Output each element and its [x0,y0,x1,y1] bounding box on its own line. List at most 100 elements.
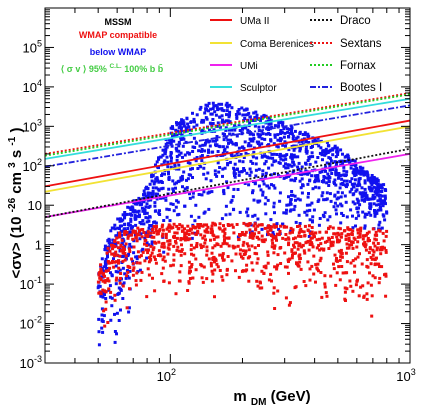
point-wmap-compatible [244,223,248,227]
point-wmap-compatible [303,251,307,255]
point-below-wmap [151,174,155,177]
point-wmap-compatible [232,231,236,235]
point-below-wmap [325,161,329,165]
point-below-wmap [209,179,213,183]
point-wmap-compatible [149,244,153,248]
point-below-wmap [142,189,146,193]
point-below-wmap [364,191,368,195]
point-wmap-compatible [288,257,292,261]
point-below-wmap [341,214,345,217]
point-below-wmap [341,152,344,156]
point-wmap-compatible [187,233,191,236]
point-below-wmap [204,177,208,181]
point-below-wmap [183,153,187,157]
point-wmap-compatible [151,248,155,252]
point-wmap-compatible [356,235,360,239]
point-below-wmap [200,159,204,163]
point-below-wmap [145,211,149,215]
point-below-wmap [181,155,184,159]
y-tick-label: 103 [23,117,42,134]
point-below-wmap [277,174,280,178]
point-below-wmap [277,227,281,231]
point-below-wmap [269,218,273,222]
point-wmap-compatible [347,236,351,240]
point-wmap-compatible [239,233,242,237]
point-wmap-compatible [251,268,255,272]
point-below-wmap [368,179,372,183]
point-wmap-compatible [310,241,314,245]
point-below-wmap [250,132,254,136]
point-wmap-compatible [266,226,270,230]
point-wmap-compatible [226,223,230,226]
point-wmap-compatible [136,250,140,254]
point-below-wmap [222,192,226,196]
point-below-wmap [117,319,121,322]
point-wmap-compatible [270,279,273,283]
point-below-wmap [104,247,108,251]
point-below-wmap [221,118,224,122]
point-below-wmap [278,191,282,195]
point-below-wmap [252,198,256,202]
point-wmap-compatible [186,229,190,233]
point-wmap-compatible [183,252,187,256]
point-below-wmap [254,110,258,114]
point-below-wmap [297,167,301,171]
point-below-wmap [230,198,234,202]
point-wmap-compatible [368,271,371,275]
point-wmap-compatible [379,246,383,250]
point-below-wmap [259,117,262,121]
point-below-wmap [272,201,276,205]
point-wmap-compatible [344,234,348,238]
point-below-wmap [150,242,154,246]
y-tick-label-exp: -1 [34,275,42,285]
point-below-wmap [225,145,229,149]
point-wmap-compatible [107,279,111,283]
point-wmap-compatible [308,239,312,243]
point-wmap-compatible [205,223,209,227]
point-below-wmap [234,113,238,116]
point-below-wmap [369,189,373,193]
point-wmap-compatible [303,224,307,228]
point-wmap-compatible [166,246,170,250]
point-below-wmap [289,198,293,202]
point-wmap-compatible [269,233,273,237]
point-below-wmap [375,203,378,207]
point-below-wmap [248,167,252,171]
point-below-wmap [286,130,290,134]
point-below-wmap [151,190,155,193]
point-wmap-compatible [180,248,184,252]
point-below-wmap [285,203,289,207]
cl-note-sup: C.L. [109,63,121,70]
point-below-wmap [169,151,173,154]
point-below-wmap [214,113,218,117]
point-below-wmap [130,213,133,217]
x-axis-title-main: m [233,388,246,405]
point-below-wmap [249,144,253,148]
point-wmap-compatible [263,238,267,242]
point-below-wmap [127,230,131,234]
point-below-wmap [247,183,251,187]
point-below-wmap [316,177,320,181]
point-wmap-compatible [138,255,142,259]
point-wmap-compatible [242,240,246,244]
point-below-wmap [311,155,315,159]
point-below-wmap [293,146,297,150]
point-below-wmap [207,140,211,144]
point-wmap-compatible [264,266,268,270]
point-below-wmap [350,177,354,181]
point-below-wmap [193,219,197,223]
point-wmap-compatible [176,227,180,231]
point-below-wmap [303,133,307,137]
point-wmap-compatible [296,247,300,251]
point-wmap-compatible [215,242,219,246]
point-below-wmap [177,149,181,153]
point-wmap-compatible [349,284,353,288]
point-wmap-compatible [277,233,281,237]
point-wmap-compatible [373,276,377,280]
point-below-wmap [267,122,271,126]
point-below-wmap [191,195,195,199]
point-below-wmap [215,174,219,178]
point-below-wmap [120,219,123,223]
point-wmap-compatible [257,231,261,235]
point-below-wmap [325,197,329,201]
